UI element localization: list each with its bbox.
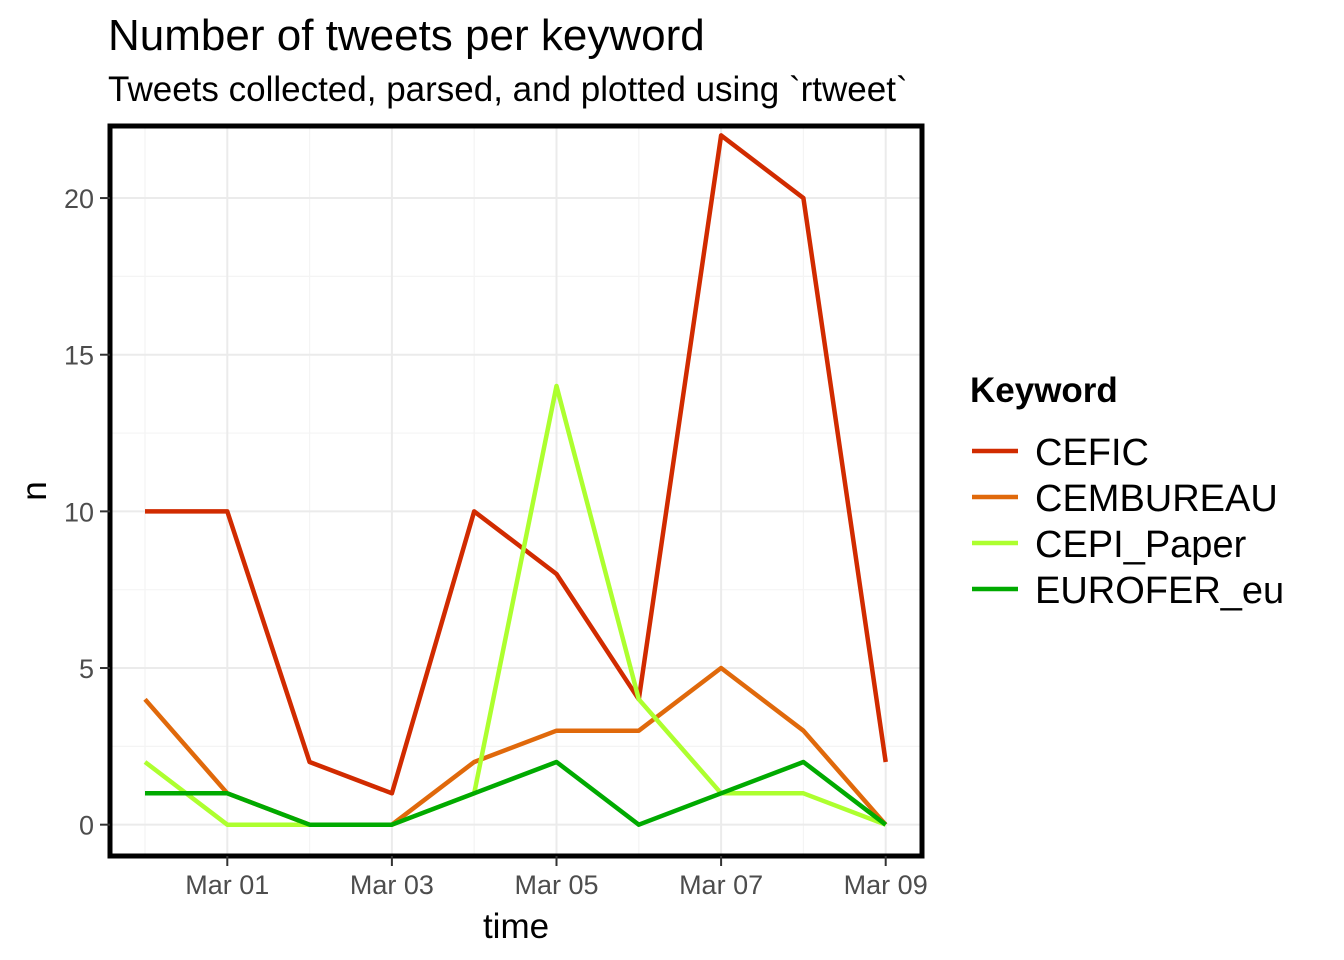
y-axis-label: n xyxy=(15,481,54,500)
chart-subtitle: Tweets collected, parsed, and plotted us… xyxy=(108,70,908,109)
y-tick-label: 10 xyxy=(64,497,94,527)
series-line-eurofer-eu xyxy=(145,759,888,827)
y-axis: 0 5 10 15 20 xyxy=(64,184,110,841)
y-tick-label: 0 xyxy=(79,811,94,841)
y-tick-label: 20 xyxy=(64,184,94,214)
x-tick-label: Mar 07 xyxy=(679,870,763,900)
legend-label: CEFIC xyxy=(1035,432,1149,474)
series-line-cefic xyxy=(145,133,888,796)
x-axis: Mar 01 Mar 03 Mar 05 Mar 07 Mar 09 xyxy=(185,856,928,900)
chart-title: Number of tweets per keyword xyxy=(108,11,705,60)
y-tick-label: 5 xyxy=(79,654,94,684)
x-tick-label: Mar 09 xyxy=(844,870,928,900)
y-tick-label: 15 xyxy=(64,341,94,371)
x-axis-label: time xyxy=(483,907,549,946)
legend-title: Keyword xyxy=(970,371,1118,410)
legend: Keyword CEFICCEMBUREAUCEPI_PaperEUROFER_… xyxy=(970,371,1284,612)
x-tick-label: Mar 01 xyxy=(185,870,269,900)
grid-major xyxy=(110,126,922,856)
plot-area xyxy=(107,123,925,859)
x-tick-label: Mar 03 xyxy=(350,870,434,900)
panel-background xyxy=(110,126,922,856)
series-lines xyxy=(143,133,888,827)
x-tick-label: Mar 05 xyxy=(514,870,598,900)
legend-label: CEPI_Paper xyxy=(1035,524,1247,566)
series-line-cepi-paper xyxy=(143,383,887,827)
legend-label: CEMBUREAU xyxy=(1035,478,1278,520)
legend-label: EUROFER_eu xyxy=(1035,570,1284,612)
panel-border xyxy=(107,123,925,859)
